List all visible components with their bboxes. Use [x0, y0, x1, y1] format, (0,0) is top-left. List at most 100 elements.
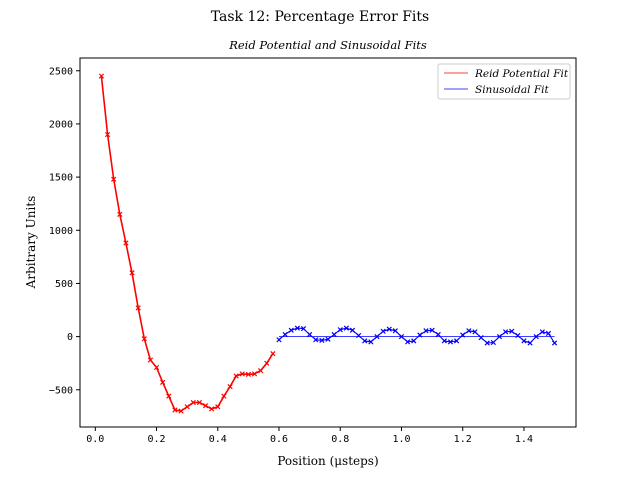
reid-potential-fit-point	[111, 176, 117, 182]
reid-potential-fit-point	[233, 373, 239, 379]
x-tick-label: 0.8	[331, 434, 349, 445]
x-tick-label: 1.4	[515, 434, 533, 445]
sinusoidal-fit-point	[509, 328, 515, 334]
y-tick-label: −500	[49, 385, 73, 396]
sinusoidal-fit-point	[362, 338, 368, 344]
x-tick-label: 0.2	[148, 434, 166, 445]
reid-potential-fit-point	[98, 73, 105, 79]
sinusoidal-fit-point	[392, 328, 398, 334]
sinusoidal-fit-point	[545, 330, 552, 337]
x-axis-label: Position (μsteps)	[277, 454, 378, 468]
sinusoidal-fit-point	[374, 333, 380, 340]
sinusoidal-fit-point	[490, 339, 496, 346]
legend-label-sinusoidal: Sinusoidal Fit	[475, 84, 549, 96]
y-tick-label: 0	[67, 332, 73, 343]
figure-title: Task 12: Percentage Error Fits	[211, 9, 429, 25]
reid-potential-fit-point	[258, 368, 264, 374]
sinusoidal-fit-point	[478, 335, 484, 341]
sinusoidal-fit-point	[435, 331, 441, 338]
sinusoidal-fit-point	[429, 327, 435, 333]
sinusoidal-fit-point	[331, 331, 337, 338]
sinusoidal-fit-point	[521, 338, 527, 344]
legend-box	[437, 63, 571, 100]
sinusoidal-fit-point	[515, 332, 521, 339]
sinusoidal-fit-point	[527, 340, 533, 346]
sinusoidal-fit-point	[313, 337, 319, 343]
sinusoidal-fit-point	[411, 338, 417, 344]
sinusoidal-fit-point	[282, 331, 288, 338]
reid-potential-fit-point	[239, 371, 245, 377]
sinusoidal-fit-point	[417, 332, 423, 338]
reid-potential-fit-point	[196, 399, 203, 406]
y-tick-label: 2000	[49, 119, 73, 130]
sinusoidal-fit-point	[386, 326, 392, 332]
sinusoidal-fit-point	[343, 325, 349, 331]
sinusoidal-fit-point	[453, 338, 460, 344]
reid-potential-fit-point	[221, 393, 227, 399]
sinusoidal-fit-point	[368, 339, 374, 345]
sinusoidal-fit-point	[441, 338, 447, 344]
y-tick-label: 2500	[49, 66, 73, 77]
reid-potential-fit-point	[264, 360, 270, 366]
reid-potential-fit-point	[227, 383, 233, 390]
plot-layer	[98, 73, 558, 414]
sinusoidal-fit-point	[276, 337, 282, 343]
sinusoidal-fit-point	[484, 340, 490, 346]
y-tick-label: 1500	[49, 173, 73, 184]
sinusoidal-fit-point	[447, 339, 454, 345]
x-tick-label: 0.4	[209, 434, 227, 445]
reid-potential-fit-point	[184, 404, 190, 410]
reid-potential-fit-point	[245, 371, 252, 377]
sinusoidal-fit-point	[307, 331, 313, 338]
x-tick-label: 0.0	[86, 434, 104, 445]
chart-title: Reid Potential and Sinusoidal Fits	[228, 38, 427, 52]
sinusoidal-fit-point	[472, 329, 478, 335]
sinusoidal-fit-point	[294, 325, 301, 331]
reid-potential-fit-point	[270, 351, 276, 357]
sinusoidal-fit-point	[288, 327, 294, 333]
y-tick-label: 1000	[49, 226, 73, 237]
reid-potential-fit-point	[117, 211, 123, 217]
reid-potential-fit-point	[190, 399, 196, 406]
sinusoidal-fit-point	[466, 328, 472, 334]
reid-potential-fit-point	[135, 305, 141, 311]
reid-potential-fit-point	[153, 364, 160, 371]
reid-potential-fit-point	[160, 379, 166, 385]
reid-potential-fit-point	[178, 408, 184, 414]
sinusoidal-fit-point	[380, 328, 386, 334]
sinusoidal-fit-point	[460, 332, 466, 338]
sinusoidal-fit-point	[502, 329, 509, 335]
x-tick-label: 0.6	[270, 434, 288, 445]
sinusoidal-fit-point	[404, 339, 411, 345]
reid-potential-fit-point	[209, 406, 215, 412]
sinusoidal-fit-point	[423, 328, 429, 334]
legend: Reid Potential Fit Sinusoidal Fit	[437, 63, 571, 100]
sinusoidal-fit-point	[319, 337, 325, 343]
legend-label-reid: Reid Potential Fit	[474, 68, 569, 80]
y-tick-label: 500	[55, 279, 73, 290]
sinusoidal-fit-point	[300, 326, 307, 332]
sinusoidal-fit-point	[337, 327, 343, 333]
reid-potential-fit-point	[147, 357, 154, 363]
reid-potential-fit-point	[104, 131, 111, 138]
sinusoidal-fit-point	[533, 333, 539, 340]
reid-potential-fit-point	[202, 403, 209, 409]
sinusoidal-fit-point	[539, 329, 545, 335]
sinusoidal-fit-point	[355, 332, 362, 339]
x-tick-label: 1.0	[392, 434, 410, 445]
x-tick-label: 1.2	[454, 434, 472, 445]
sinusoidal-fit-point	[325, 336, 331, 342]
plot-area	[79, 57, 577, 428]
sinusoidal-fit-point	[551, 340, 558, 346]
reid-potential-fit-point	[251, 371, 258, 377]
sinusoidal-fit-point	[398, 333, 405, 340]
reid-potential-fit-point	[141, 336, 147, 342]
reid-potential-fit-point	[129, 270, 135, 276]
sinusoidal-fit-point	[496, 333, 503, 340]
sinusoidal-fit-line	[278, 327, 556, 344]
reid-potential-fit-point	[172, 407, 178, 413]
reid-potential-fit-point	[215, 404, 221, 410]
tick-layer: 0.0 0.2 0.4 0.6 0.8 1.0 1.2 1.4 −500 0 500 1000 1500…	[49, 66, 533, 445]
y-axis-label: Arbitrary Units	[24, 196, 38, 290]
